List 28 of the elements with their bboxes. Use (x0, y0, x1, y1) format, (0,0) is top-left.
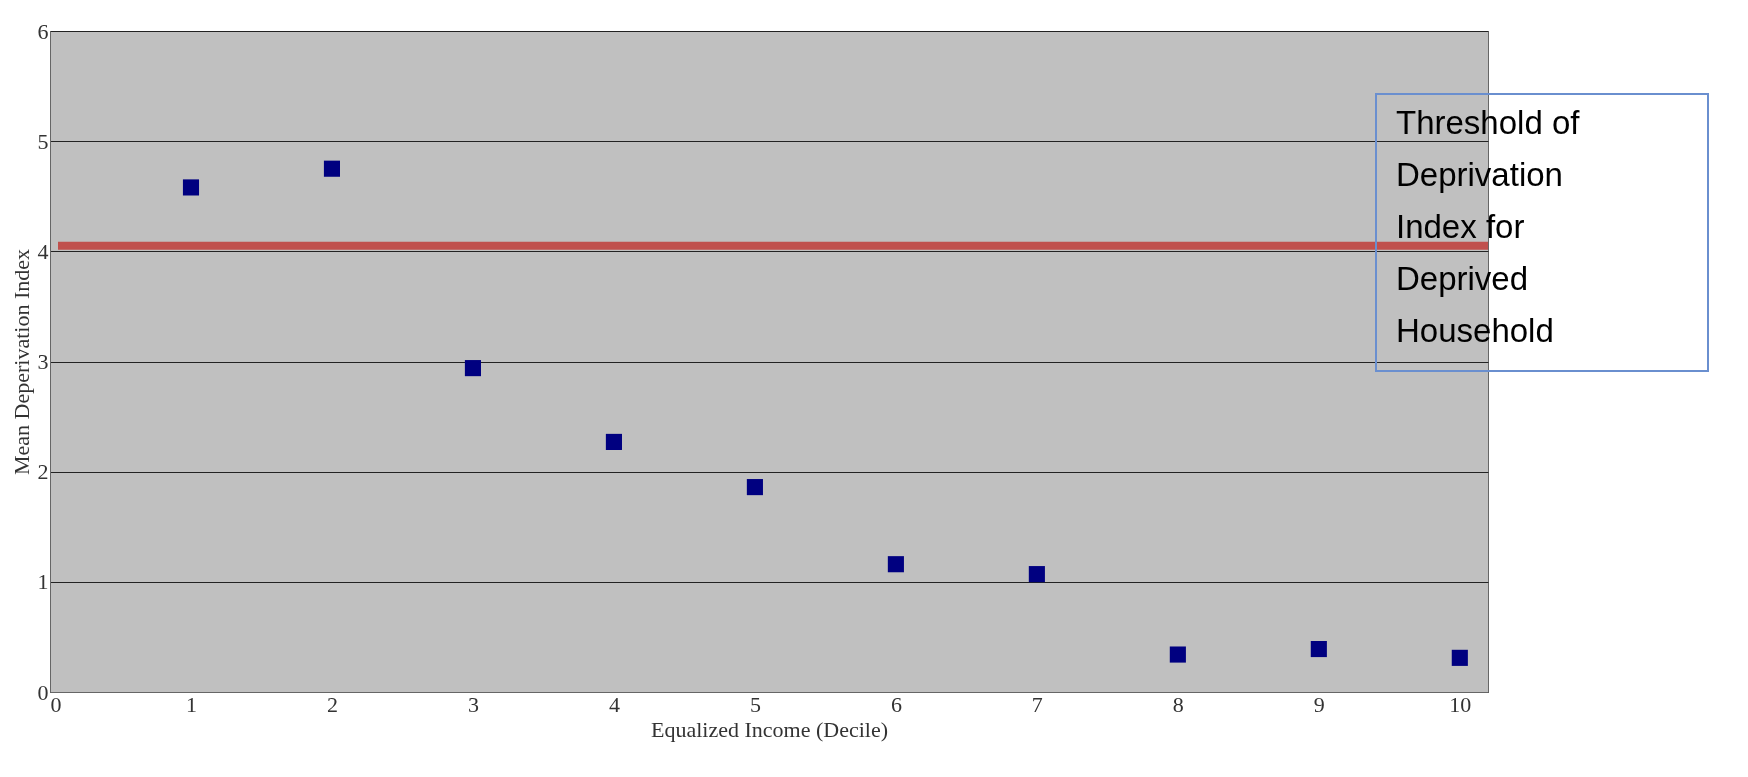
x-tick-label: 6 (890, 691, 902, 717)
y-tick-label: 5 (37, 128, 49, 154)
point (182, 179, 200, 196)
point (605, 433, 622, 450)
x-tick-label: 5 (749, 691, 761, 717)
x-tick-label: 3 (467, 691, 479, 717)
x-tick-label: 8 (1172, 691, 1184, 717)
x-axis-title: Equalized Income (Decile) (651, 716, 888, 742)
point (464, 360, 481, 377)
point (746, 479, 763, 496)
point (1028, 566, 1045, 583)
point (887, 556, 904, 573)
x-tick-label: 10 (1449, 691, 1472, 717)
x-tick-label: 2 (326, 691, 338, 717)
y-axis-title: Mean Deperivation Index (8, 248, 34, 476)
x-tick-label: 1 (185, 691, 197, 717)
point (1169, 646, 1186, 663)
x-tick-label: 9 (1313, 691, 1325, 717)
y-tick-label: 3 (37, 349, 49, 374)
y-tick-label: 1 (37, 569, 49, 595)
point (1310, 640, 1327, 658)
y-tick-label: 4 (37, 238, 49, 264)
y-tick-label: 2 (37, 459, 49, 485)
point (323, 160, 341, 177)
x-tick-label: 4 (608, 691, 620, 717)
point (1451, 649, 1468, 666)
y-tick-label: 6 (37, 18, 49, 44)
x-tick-label: 7 (1031, 691, 1043, 717)
